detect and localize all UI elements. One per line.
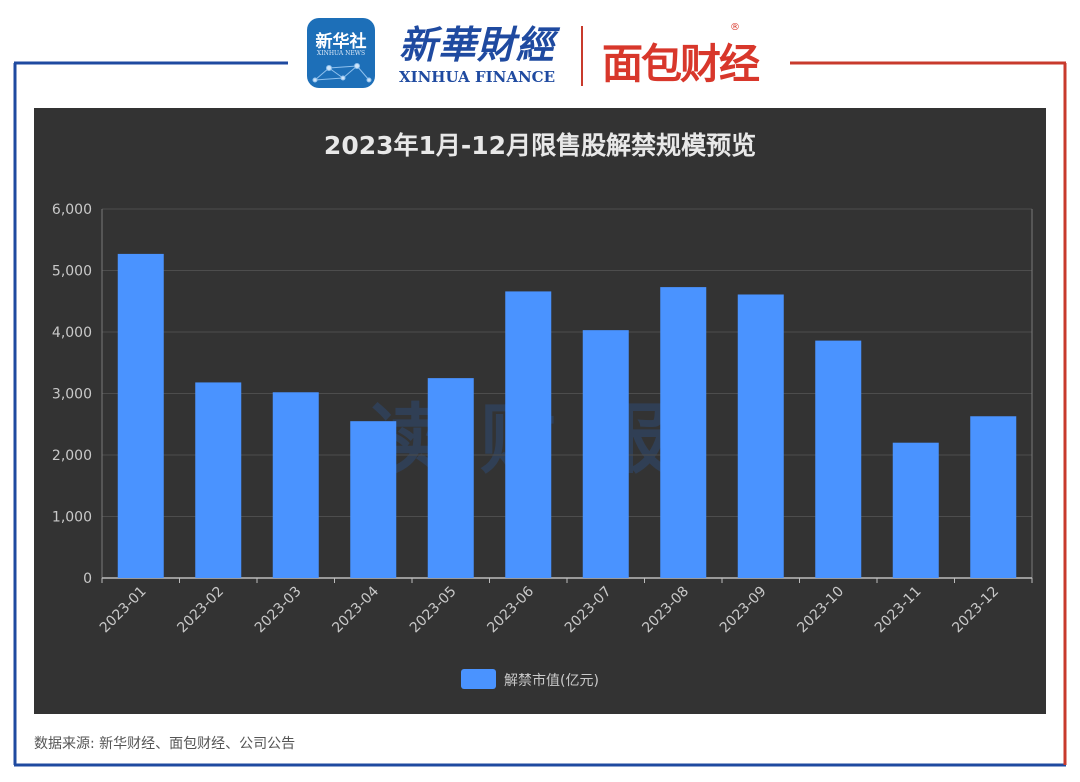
legend-swatch: [461, 669, 496, 689]
bar-2023-10: [815, 340, 862, 578]
bar-chart: 读财报2023年1月-12月限售股解禁规模预览01,0002,0003,0004…: [52, 131, 1033, 689]
legend-label: 解禁市值(亿元): [504, 672, 599, 689]
xinhua-news-logo-en: XINHUA NEWS: [316, 50, 366, 57]
logo-divider: [581, 26, 583, 86]
y-tick-label: 5,000: [52, 264, 92, 280]
x-tick-label: 2023-02: [174, 584, 227, 637]
bar-2023-06: [505, 291, 552, 578]
xinhua-finance-logo: 新華財經 XINHUA FINANCE: [392, 14, 562, 90]
y-tick-label: 1,000: [52, 510, 92, 526]
bar-2023-01: [117, 253, 164, 578]
bar-2023-11: [892, 442, 939, 578]
xinhua-finance-logo-en: XINHUA FINANCE: [398, 68, 556, 86]
y-tick-label: 0: [83, 571, 92, 587]
bar-2023-03: [272, 392, 319, 578]
x-tick-label: 2023-11: [872, 584, 925, 637]
x-tick-label: 2023-01: [97, 584, 150, 637]
mianbao-finance-logo: 面包财经 ®: [602, 22, 780, 88]
xinhua-news-logo-cn: 新华社: [315, 32, 367, 52]
bar-2023-04: [350, 421, 397, 578]
x-tick-label: 2023-04: [329, 583, 382, 636]
bar-2023-12: [970, 416, 1017, 578]
x-tick-label: 2023-05: [407, 584, 460, 637]
x-tick-label: 2023-10: [794, 584, 847, 637]
bar-2023-05: [427, 378, 474, 578]
x-tick-label: 2023-03: [252, 584, 305, 637]
x-tick-label: 2023-12: [949, 584, 1002, 637]
bar-2023-09: [737, 294, 784, 578]
y-tick-label: 6,000: [52, 202, 92, 218]
y-tick-label: 2,000: [52, 448, 92, 464]
y-tick-label: 4,000: [52, 325, 92, 341]
registered-mark: ®: [730, 22, 740, 33]
bar-2023-07: [582, 330, 629, 578]
bar-2023-08: [660, 287, 707, 578]
chart-panel: 读财报2023年1月-12月限售股解禁规模预览01,0002,0003,0004…: [34, 108, 1046, 714]
bar-2023-02: [195, 382, 242, 578]
x-tick-label: 2023-09: [717, 584, 770, 637]
x-tick-label: 2023-08: [639, 584, 692, 637]
y-tick-label: 3,000: [52, 387, 92, 403]
chart-title: 2023年1月-12月限售股解禁规模预览: [324, 131, 756, 160]
xinhua-finance-logo-cn: 新華財經: [398, 22, 555, 67]
x-tick-label: 2023-07: [562, 584, 615, 637]
network-graphic-icon: [312, 63, 372, 83]
x-tick-label: 2023-06: [484, 583, 537, 636]
mianbao-logo-text: 面包财经: [602, 40, 760, 88]
xinhua-news-logo: 新华社 XINHUA NEWS: [307, 18, 375, 88]
source-note: 数据来源: 新华财经、面包财经、公司公告: [34, 736, 296, 752]
